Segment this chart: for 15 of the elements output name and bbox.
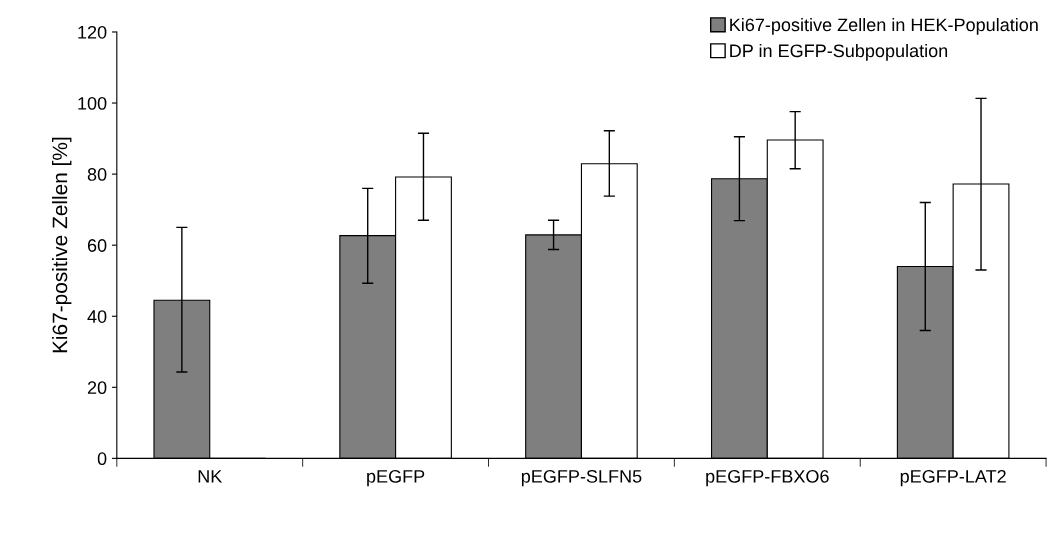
x-tick-label: pEGFP-LAT2 <box>900 469 1006 487</box>
legend-label: DP in EGFP-Subpopulation <box>730 43 948 61</box>
y-tick-label: 20 <box>87 381 107 395</box>
y-tick-label: 0 <box>97 452 107 466</box>
x-tick-label: pEGFP-FBXO6 <box>706 469 829 487</box>
y-tick-label: 100 <box>78 96 107 110</box>
y-tick-label: 120 <box>78 25 107 39</box>
legend-label: Ki67-positive Zellen in HEK-Population <box>730 17 1038 35</box>
y-tick-label: 60 <box>87 239 107 252</box>
x-tick-label: pEGFP <box>367 469 425 487</box>
x-tick-label: pEGFP-SLFN5 <box>521 469 642 487</box>
y-tick-label: 40 <box>87 310 107 323</box>
y-tick-label: 80 <box>87 168 107 181</box>
x-tick-label: NK <box>198 470 223 483</box>
y-axis-title: Ki67-positive Zellen [%] <box>52 137 72 353</box>
